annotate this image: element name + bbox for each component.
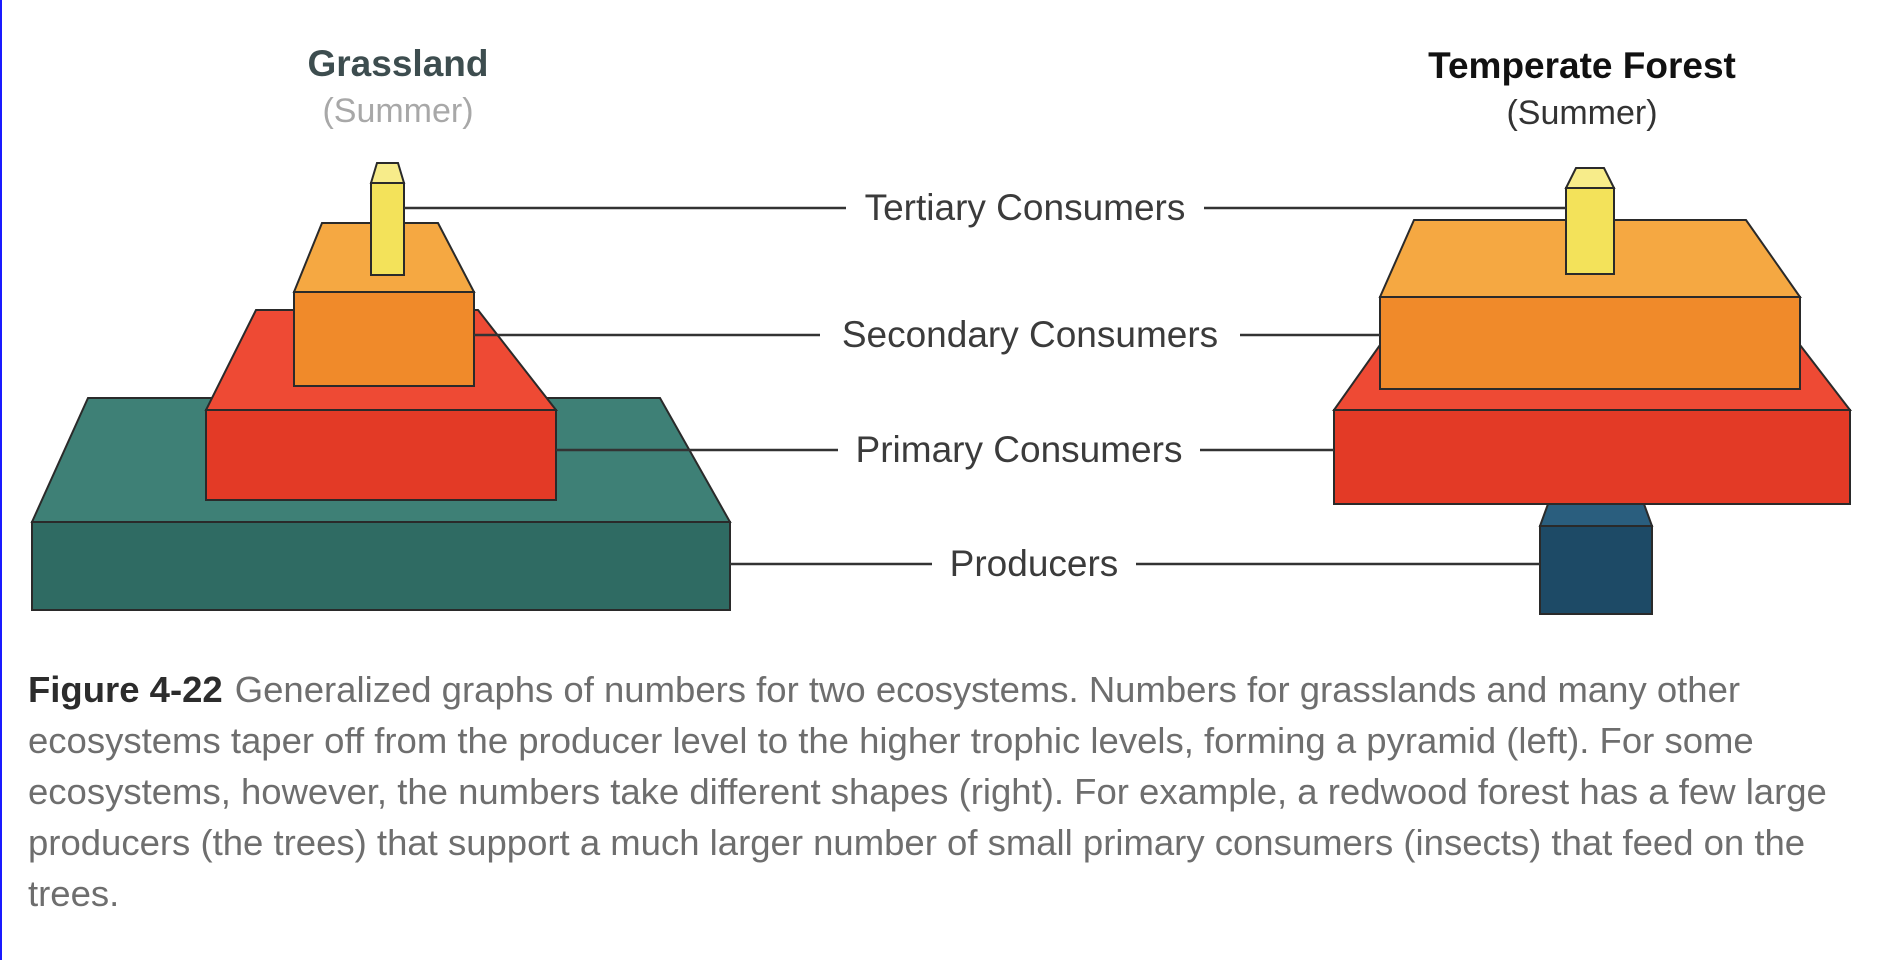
forest-title: Temperate Forest	[1428, 45, 1736, 86]
forest-tertiary-consumers-block	[1564, 167, 1616, 275]
label-primary-consumers: Primary Consumers	[856, 429, 1183, 470]
pyramid-diagram: Grassland (Summer) Temperate Forest (Sum…	[30, 43, 1853, 615]
label-secondary-consumers: Secondary Consumers	[842, 314, 1218, 355]
label-tertiary-consumers: Tertiary Consumers	[865, 187, 1186, 228]
frame-border	[0, 0, 2, 960]
grassland-title: Grassland	[308, 43, 489, 84]
grassland-tertiary-consumers-block	[369, 162, 406, 276]
figure-number: Figure 4-22	[28, 669, 223, 710]
grassland-season: (Summer)	[322, 92, 473, 130]
forest-producers-block	[1538, 503, 1654, 615]
figure-caption: Figure 4-22 Generalized graphs of numbers…	[28, 664, 1868, 919]
label-producers: Producers	[950, 543, 1119, 584]
caption-text: Generalized graphs of numbers for two ec…	[28, 669, 1827, 914]
forest-season: (Summer)	[1506, 94, 1657, 132]
